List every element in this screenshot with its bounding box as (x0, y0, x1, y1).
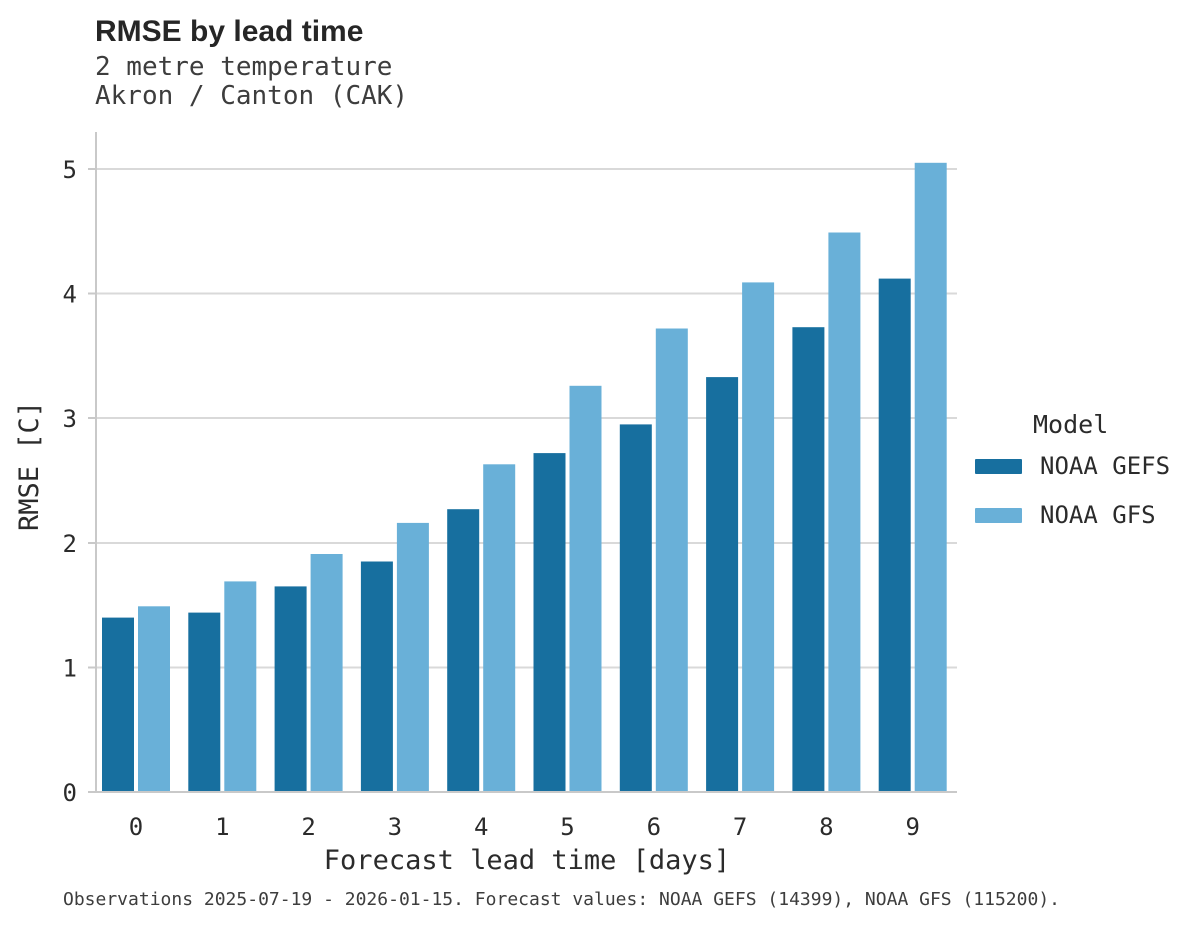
x-axis-title: Forecast lead time [days] (324, 845, 730, 876)
svg-text:9: 9 (905, 813, 919, 841)
legend-label-noaa-gefs: NOAA GEFS (1040, 452, 1171, 480)
svg-text:5: 5 (560, 813, 574, 841)
noaa-gefs-color-swatch (975, 458, 1022, 474)
axes-spines (88, 132, 957, 793)
legend-item-noaa-gfs: NOAA GFS (975, 501, 1170, 529)
svg-text:4: 4 (63, 281, 77, 309)
legend-label-noaa-gfs: NOAA GFS (1040, 501, 1156, 529)
chart-title: RMSE by lead time (95, 15, 364, 48)
svg-text:6: 6 (647, 813, 661, 841)
chart-subtitle-station: Akron / Canton (CAK) (95, 81, 409, 111)
legend: Model NOAA GEFS NOAA GFS (975, 410, 1170, 550)
svg-text:7: 7 (733, 813, 747, 841)
svg-text:5: 5 (63, 156, 77, 184)
tick-labels: 0 1 2 3 4 5 0 1 2 3 4 5 6 7 8 9 (63, 156, 920, 841)
legend-item-noaa-gefs: NOAA GEFS (975, 452, 1170, 480)
bars (102, 162, 947, 793)
svg-text:0: 0 (129, 813, 143, 841)
chart-header: RMSE by lead time 2 metre temperature Ak… (95, 16, 408, 111)
svg-text:0: 0 (63, 779, 77, 807)
svg-text:2: 2 (301, 813, 315, 841)
y-axis-title: RMSE [C] (14, 401, 45, 531)
chart-subtitle-variable: 2 metre temperature (95, 52, 393, 82)
svg-text:3: 3 (388, 813, 402, 841)
svg-text:3: 3 (63, 405, 77, 433)
legend-title: Model (1033, 410, 1109, 439)
svg-text:8: 8 (819, 813, 833, 841)
noaa-gfs-color-swatch (975, 507, 1022, 523)
svg-text:1: 1 (215, 813, 229, 841)
caption: Observations 2025-07-19 - 2026-01-15. Fo… (63, 889, 1060, 910)
svg-text:1: 1 (63, 654, 77, 682)
svg-text:4: 4 (474, 813, 488, 841)
svg-text:2: 2 (63, 530, 77, 558)
